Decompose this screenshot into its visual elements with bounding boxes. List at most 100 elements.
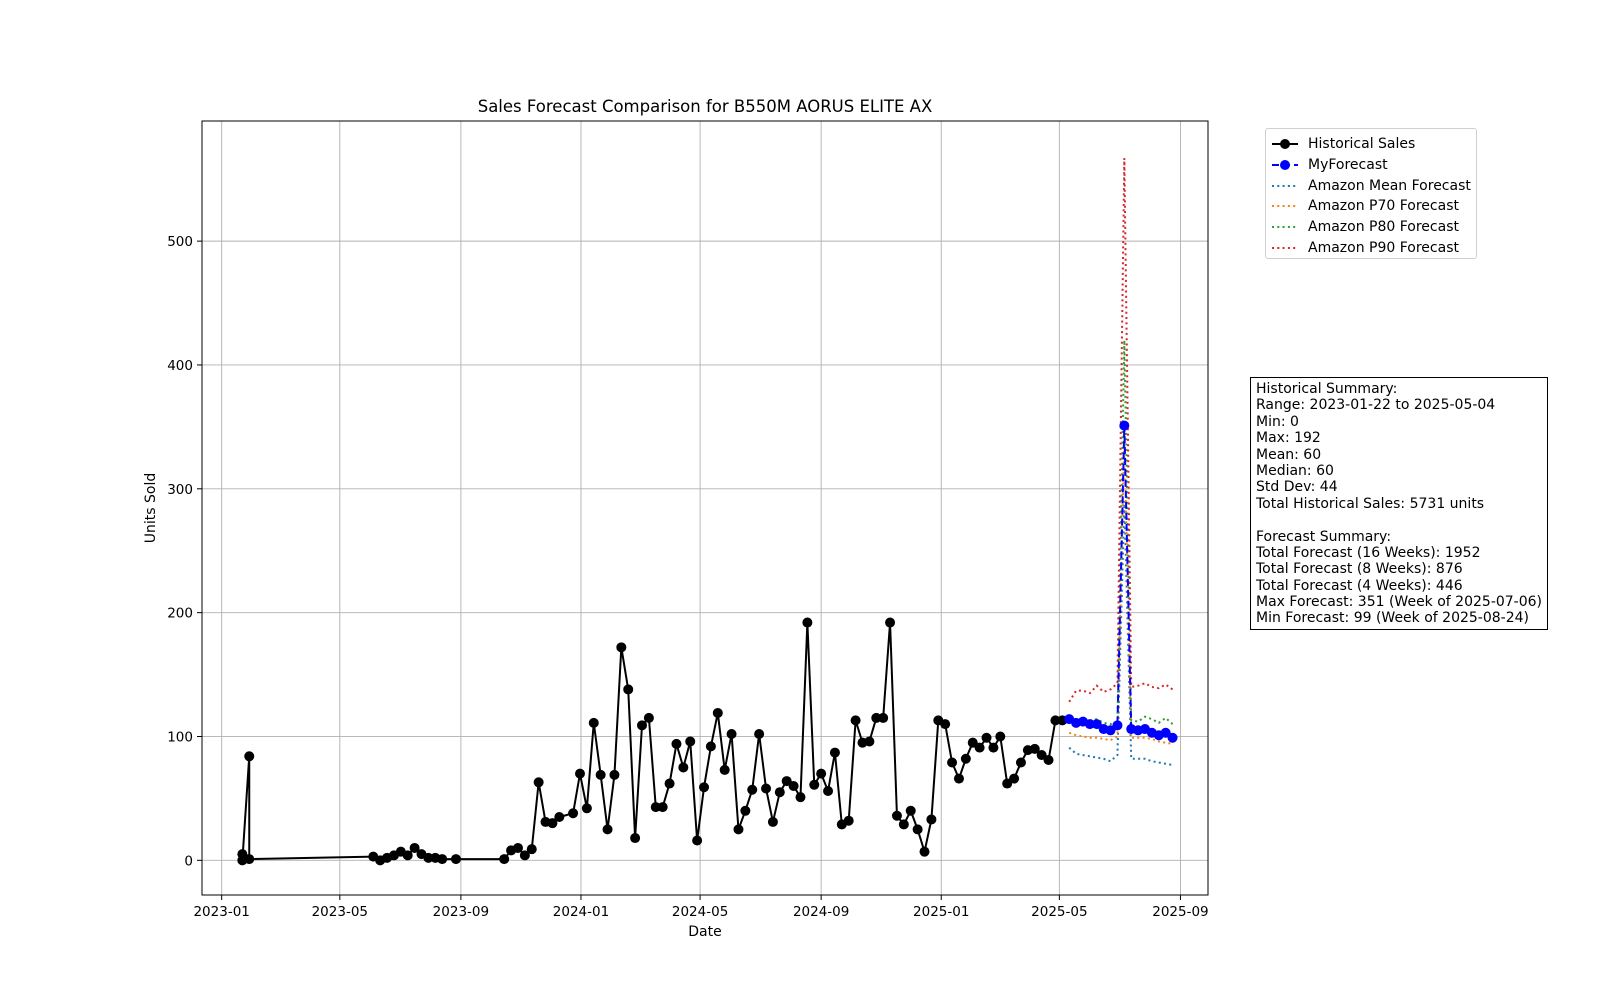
historical-sales-point <box>912 824 923 835</box>
legend-swatch <box>1272 184 1298 187</box>
historical-sales-point <box>829 747 840 758</box>
historical-sales-point <box>664 778 675 789</box>
historical-sales-point <box>409 842 420 853</box>
historical-sales-point <box>616 642 627 653</box>
legend-label: Amazon P70 Forecast <box>1308 198 1459 215</box>
historical-sales-point <box>637 720 648 731</box>
historical-sales-point <box>244 751 255 762</box>
plot-series <box>237 158 1178 866</box>
series-myforecast <box>1064 420 1178 743</box>
y-tick-label: 500 <box>167 234 193 250</box>
historical-sales-point <box>602 824 613 835</box>
summary-line: Total Forecast (4 Weeks): 446 <box>1256 577 1463 594</box>
historical-sales-point <box>244 854 255 865</box>
historical-sales-point <box>816 768 827 779</box>
x-tick-label: 2025-09 <box>1152 904 1208 920</box>
historical-sales-point <box>705 741 716 752</box>
historical-sales-point <box>650 802 661 813</box>
legend-item-amazon-mean-forecast: Amazon Mean Forecast <box>1266 176 1471 196</box>
historical-sales-point <box>747 784 758 795</box>
historical-sales-point <box>678 762 689 773</box>
historical-sales-point <box>643 712 654 723</box>
series-amazon-p70-forecast <box>1068 439 1173 745</box>
historical-sales-point <box>526 844 537 855</box>
plot-frame <box>201 120 1209 896</box>
historical-sales-point <box>885 617 896 628</box>
historical-sales-point <box>981 732 992 743</box>
legend-label: Amazon P80 Forecast <box>1308 219 1459 236</box>
historical-sales-point <box>988 742 999 753</box>
historical-sales-point <box>699 782 710 793</box>
summary-line: Forecast Summary: <box>1256 528 1392 545</box>
historical-sales-point <box>802 617 813 628</box>
historical-sales-point <box>823 785 834 796</box>
historical-sales-point <box>974 742 985 753</box>
legend-swatch <box>1272 159 1298 170</box>
historical-sales-point <box>1002 778 1013 789</box>
x-tick-label: 2023-01 <box>193 904 249 920</box>
historical-sales-point <box>740 805 751 816</box>
summary-line: Historical Summary: <box>1256 381 1398 397</box>
historical-sales-point <box>781 776 792 787</box>
historical-sales-point <box>1050 715 1061 726</box>
legend-swatch <box>1272 205 1298 208</box>
historical-sales-point <box>692 835 703 846</box>
historical-sales-point <box>657 802 668 813</box>
historical-sales-point <box>788 781 799 792</box>
historical-sales-point <box>995 731 1006 742</box>
historical-sales-point <box>685 736 696 747</box>
y-axis-label: Units Sold <box>143 473 159 543</box>
amazon-p90-forecast-line <box>1068 158 1174 703</box>
legend-item-amazon-p80-forecast: Amazon P80 Forecast <box>1266 217 1459 237</box>
historical-sales-point <box>809 779 820 790</box>
myforecast-point <box>1167 732 1178 743</box>
historical-sales-point <box>595 769 606 780</box>
myforecast-point <box>1084 719 1095 730</box>
historical-sales-point <box>1015 757 1026 768</box>
legend-swatch <box>1272 226 1298 229</box>
historical-sales-point <box>1036 750 1047 761</box>
x-tick-label: 2024-09 <box>793 904 849 920</box>
x-tick-label: 2023-09 <box>433 904 489 920</box>
y-tick-label: 100 <box>167 729 193 745</box>
historical-sales-point <box>512 842 523 853</box>
historical-sales-point <box>581 803 592 814</box>
y-tick-label: 0 <box>184 853 193 869</box>
historical-sales-point <box>554 811 565 822</box>
historical-sales-point <box>450 854 461 865</box>
summary-line: Std Dev: 44 <box>1256 479 1338 496</box>
y-tick-label: 400 <box>167 358 193 374</box>
historical-sales-point <box>919 846 930 857</box>
summary-line: Min Forecast: 99 (Week of 2025-08-24) <box>1256 610 1529 627</box>
legend-item-historical-sales: Historical Sales <box>1266 134 1415 154</box>
historical-sales-point <box>843 815 854 826</box>
historical-sales-point <box>712 707 723 718</box>
historical-sales-point <box>519 850 530 861</box>
historical-sales-point <box>871 712 882 723</box>
series-historical-sales <box>237 617 1068 866</box>
historical-sales-point <box>547 818 558 829</box>
historical-sales-point <box>1043 755 1054 766</box>
historical-sales-point <box>774 787 785 798</box>
historical-sales-point <box>898 819 909 830</box>
x-axis-ticks: 2023-01 2023-05 2023-09 2024-01 2024-05 2024-… <box>193 895 1209 920</box>
grid-lines <box>202 121 1208 895</box>
summary-line: Range: 2023-01-22 to 2025-05-04 <box>1256 397 1496 414</box>
historical-sales-point <box>423 852 434 863</box>
historical-sales-point <box>761 783 772 794</box>
historical-sales-point <box>733 824 744 835</box>
historical-sales-point <box>947 757 958 768</box>
historical-sales-point <box>967 737 978 748</box>
summary-line: Min: 0 <box>1256 413 1299 430</box>
historical-sales-point <box>795 792 806 803</box>
legend-item-amazon-p90-forecast: Amazon P90 Forecast <box>1266 238 1459 258</box>
historical-sales-point <box>402 850 413 861</box>
historical-sales-point <box>926 814 937 825</box>
historical-sales-point <box>437 854 448 865</box>
myforecast-point <box>1160 727 1171 738</box>
summary-textbox: Historical Summary: Range: 2023-01-22 to … <box>1250 377 1548 630</box>
amazon-mean-forecast-line <box>1068 501 1173 766</box>
series-amazon-mean-forecast <box>1068 501 1173 766</box>
historical-sales-point <box>623 684 634 695</box>
